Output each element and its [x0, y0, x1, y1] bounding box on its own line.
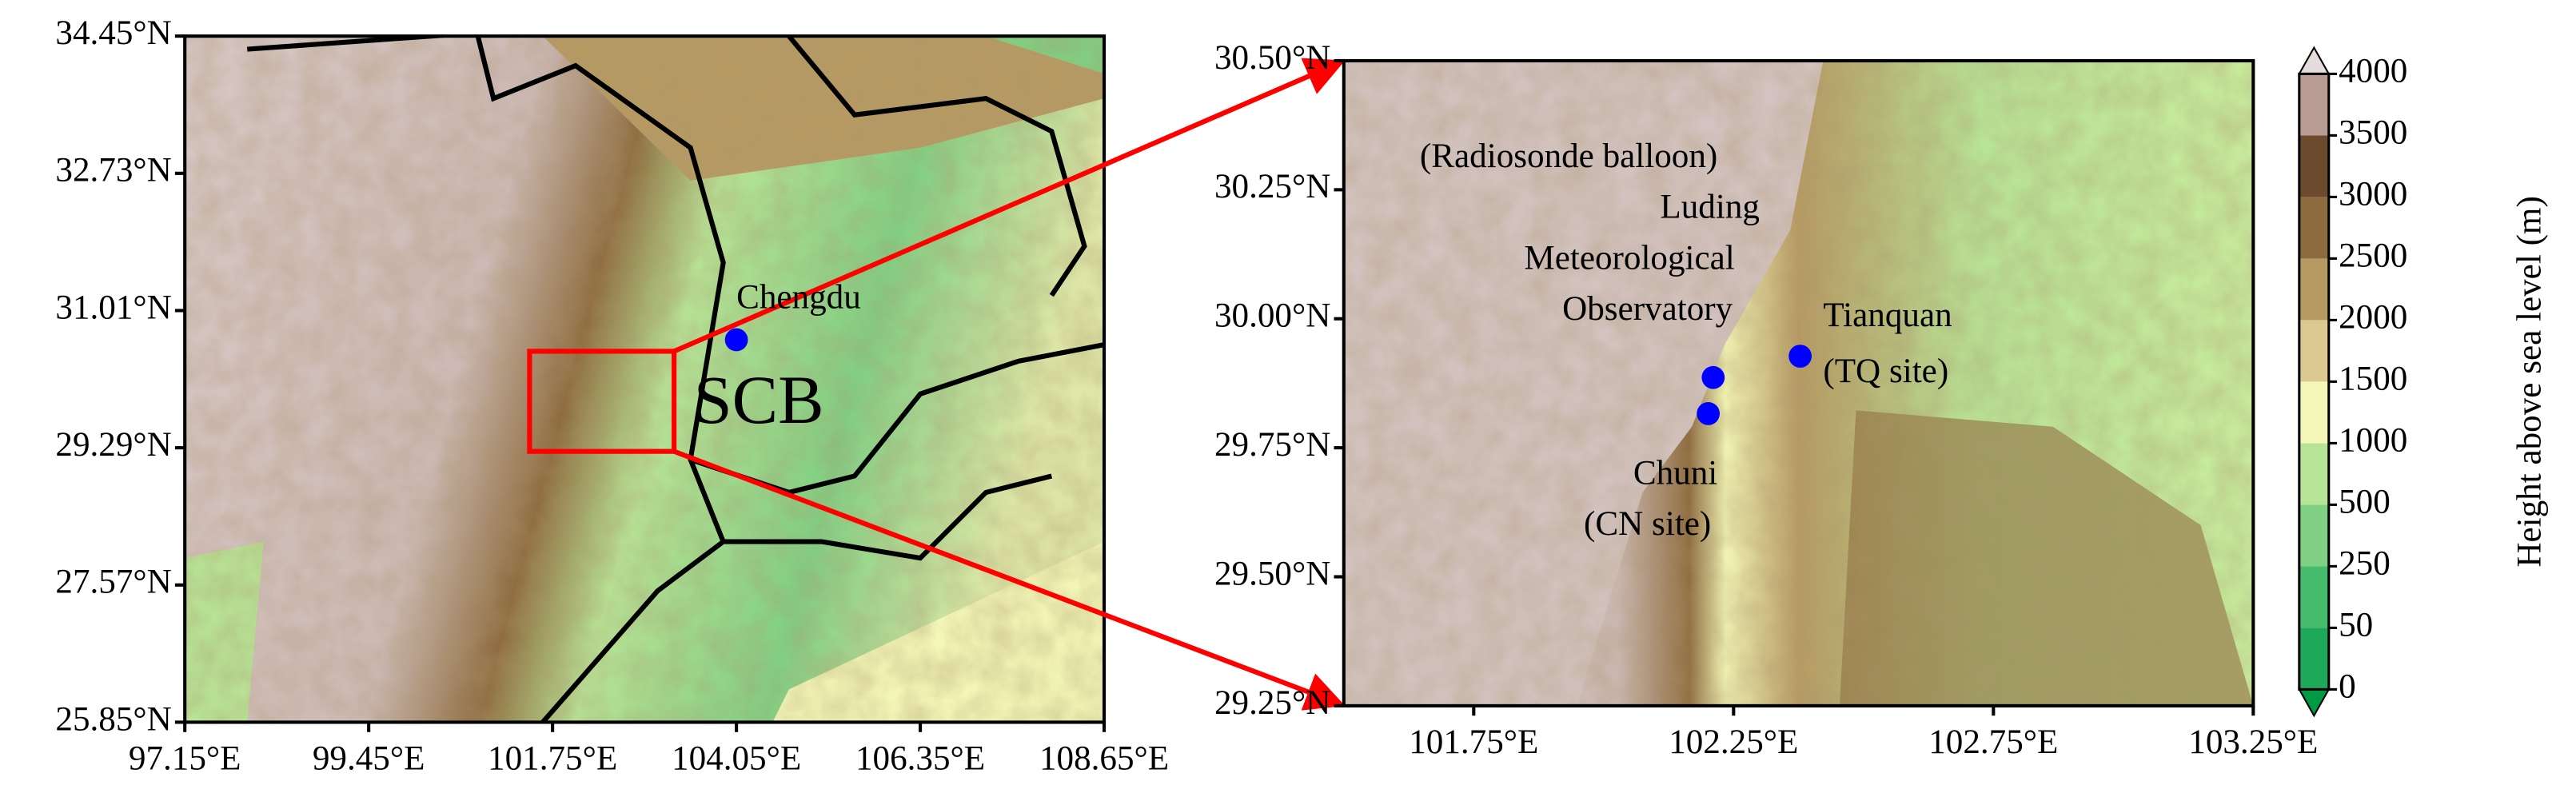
x-tick-label: 97.15°E [129, 740, 241, 778]
map-label: Chengdu [736, 279, 861, 317]
y-tick-label: 29.75°N [1214, 426, 1330, 464]
colorbar-swatch [2299, 320, 2329, 382]
colorbar-tick-label: 50 [2339, 606, 2373, 644]
colorbar-swatch [2299, 443, 2329, 505]
colorbar-tick-label: 2500 [2339, 237, 2407, 274]
site-marker [1697, 402, 1721, 425]
colorbar-swatch [2299, 135, 2329, 197]
colorbar-tick-label: 3000 [2339, 175, 2407, 213]
right-terrain [1343, 60, 2254, 706]
site-marker [1701, 365, 1725, 389]
map-label: (TQ site) [1823, 353, 1948, 390]
colorbar-over [2298, 46, 2331, 75]
left-frame [183, 34, 1107, 724]
y-tick-label: 32.73°N [55, 152, 171, 189]
map-label: Luding [1660, 189, 1760, 226]
colorbar-tick-label: 4000 [2339, 52, 2407, 90]
x-tick-label: 102.25°E [1669, 723, 1798, 761]
y-tick-label: 30.25°N [1214, 168, 1330, 205]
colorbar-swatch [2299, 381, 2329, 444]
colorbar-tick-label: 500 [2339, 483, 2391, 520]
colorbar-swatch [2299, 628, 2329, 690]
x-tick-label: 103.25°E [2188, 723, 2318, 761]
colorbar-tick-label: 3500 [2339, 114, 2407, 151]
left-terrain [185, 36, 1105, 723]
colorbar-swatch [2299, 566, 2329, 628]
x-tick-label: 102.75°E [1928, 723, 2058, 761]
map-label: Tianquan [1823, 297, 1952, 334]
y-tick-label: 29.25°N [1214, 684, 1330, 722]
right-frame [1342, 58, 2255, 707]
colorbar-under [2298, 688, 2331, 718]
x-tick-label: 106.35°E [855, 740, 985, 778]
zoom-box [527, 349, 677, 454]
colorbar-swatch [2299, 197, 2329, 259]
colorbar-tick-label: 1500 [2339, 360, 2407, 397]
x-tick-label: 99.45°E [313, 740, 425, 778]
colorbar-swatch [2299, 258, 2329, 321]
y-tick-label: 25.85°N [55, 700, 171, 738]
y-tick-label: 30.00°N [1214, 297, 1330, 335]
y-tick-label: 29.50°N [1214, 555, 1330, 592]
colorbar-tick-label: 1000 [2339, 421, 2407, 459]
city-marker [724, 328, 748, 352]
x-tick-label: 104.05°E [672, 740, 801, 778]
colorbar-tick-label: 0 [2339, 668, 2356, 705]
map-label: Observatory [1562, 290, 1733, 328]
zoom-arrow [672, 448, 1346, 711]
colorbar-tick-label: 250 [2339, 544, 2391, 582]
y-tick-label: 34.45°N [55, 14, 171, 52]
y-tick-label: 29.29°N [55, 426, 171, 464]
y-tick-label: 27.57°N [55, 564, 171, 601]
zoom-arrow [672, 58, 1346, 354]
colorbar-tick-label: 2000 [2339, 298, 2407, 336]
x-tick-label: 101.75°E [488, 740, 617, 778]
colorbar-title: Height above sea level (m) [2510, 196, 2548, 567]
map-label: (CN site) [1584, 505, 1711, 543]
x-tick-label: 108.65°E [1039, 740, 1169, 778]
y-tick-label: 30.50°N [1214, 39, 1330, 77]
map-label: (Radiosonde balloon) [1420, 137, 1717, 175]
map-label: Chuni [1633, 454, 1717, 492]
colorbar-swatch [2299, 504, 2329, 567]
site-marker [1788, 345, 1812, 368]
colorbar-swatch [2299, 74, 2329, 136]
x-tick-label: 101.75°E [1409, 723, 1538, 761]
y-tick-label: 31.01°N [55, 289, 171, 326]
map-label: Meteorological [1524, 239, 1734, 277]
map-label: SCB [694, 361, 824, 438]
